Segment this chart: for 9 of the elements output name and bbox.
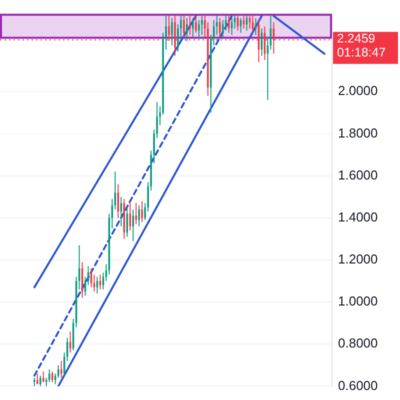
y-tick-label: 1.0000 [338, 294, 378, 309]
y-tick-label: 1.8000 [338, 125, 378, 140]
y-tick-label: 0.6000 [338, 378, 378, 393]
y-tick-label: 1.6000 [338, 167, 378, 182]
ref-line-label: 2.2459 01:18:47 [337, 31, 386, 60]
y-tick-label: 2.0000 [338, 83, 378, 98]
y-tick-label: 1.2000 [338, 252, 378, 267]
y-tick-label: 1.4000 [338, 209, 378, 224]
y-tick-label: 0.8000 [338, 336, 378, 351]
